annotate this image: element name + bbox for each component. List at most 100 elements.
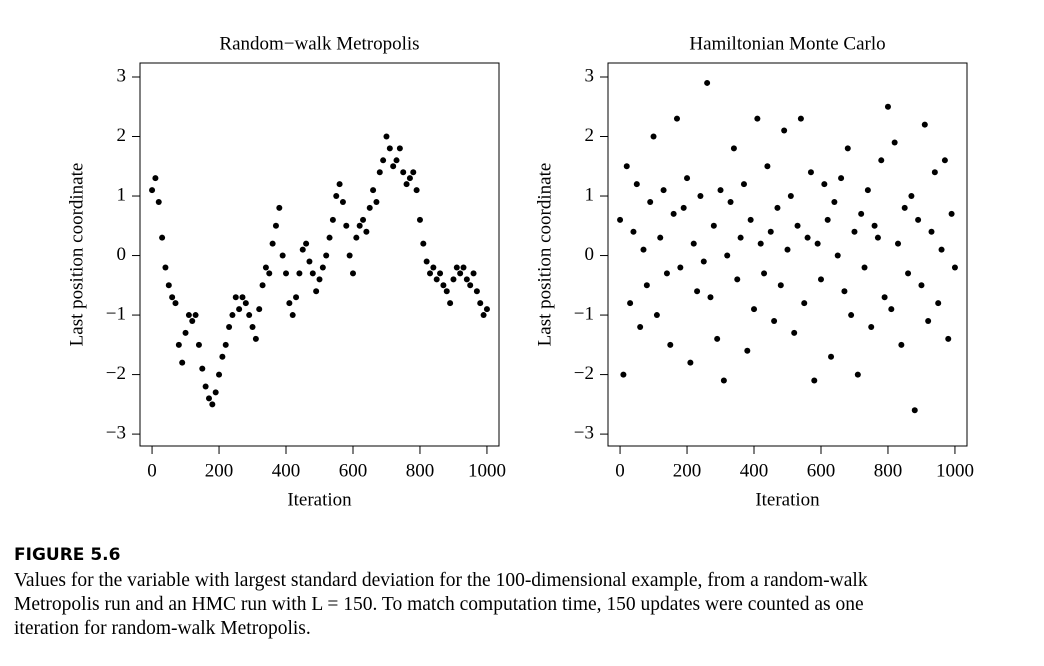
point <box>467 282 474 289</box>
x-tick-label: 1000 <box>468 460 506 481</box>
point <box>420 240 427 247</box>
point <box>643 282 650 289</box>
y-axis-label: Last position coordinate <box>534 163 555 347</box>
point <box>627 300 634 307</box>
point <box>858 210 865 217</box>
point <box>734 276 741 283</box>
point <box>326 234 333 241</box>
point <box>905 270 912 277</box>
caption-line: Values for the variable with largest sta… <box>14 570 868 591</box>
point <box>844 145 851 152</box>
point <box>239 294 246 301</box>
caption-line: iteration for random-walk Metropolis. <box>14 618 311 639</box>
figure: Random−walk Metropolis Iteration Last posi… <box>66 33 974 510</box>
point <box>918 282 925 289</box>
point <box>915 216 922 223</box>
point <box>777 282 784 289</box>
point <box>774 204 781 211</box>
plot-frame <box>607 62 968 447</box>
point <box>841 288 848 295</box>
y-tick-label: 3 <box>585 65 595 86</box>
x-tick-label: 800 <box>874 460 903 481</box>
y-tick-label: −3 <box>574 422 594 443</box>
point <box>801 300 808 307</box>
point <box>209 401 216 408</box>
point <box>697 193 704 200</box>
y-tick-label: 3 <box>117 65 127 86</box>
point <box>888 306 895 313</box>
y-tick-label: 0 <box>117 244 127 265</box>
point <box>794 222 801 229</box>
point <box>781 127 788 134</box>
point <box>747 216 754 223</box>
point <box>229 312 236 319</box>
point <box>751 306 758 313</box>
point <box>831 198 838 205</box>
x-tick-label: 400 <box>272 460 301 481</box>
point <box>400 169 407 176</box>
point <box>925 318 932 325</box>
point <box>356 222 363 229</box>
point <box>935 300 942 307</box>
point <box>323 252 330 259</box>
y-tick-label: 2 <box>585 125 595 146</box>
point <box>306 258 313 265</box>
point <box>393 157 400 164</box>
point <box>192 312 199 319</box>
point <box>152 175 159 182</box>
point <box>437 270 444 277</box>
point <box>286 300 293 307</box>
point <box>911 407 918 414</box>
point <box>202 383 209 390</box>
point <box>670 210 677 217</box>
point <box>266 270 273 277</box>
y-tick-label: 1 <box>117 184 127 205</box>
point <box>289 312 296 319</box>
point <box>617 216 624 223</box>
point <box>339 198 346 205</box>
point <box>761 270 768 277</box>
point <box>483 306 490 313</box>
point <box>898 341 905 348</box>
point <box>189 318 196 325</box>
x-tick-label: 800 <box>406 460 435 481</box>
point <box>165 282 172 289</box>
y-axis-label: Last position coordinate <box>66 163 87 347</box>
point <box>480 312 487 319</box>
point <box>316 276 323 283</box>
point <box>630 228 637 235</box>
point <box>637 323 644 330</box>
point <box>406 175 413 182</box>
point <box>453 264 460 271</box>
point <box>460 264 467 271</box>
point <box>623 163 630 170</box>
point <box>653 312 660 319</box>
point <box>650 133 657 140</box>
point <box>687 359 694 366</box>
point <box>249 323 256 330</box>
point <box>450 276 457 283</box>
x-tick-label: 600 <box>339 460 368 481</box>
point <box>864 187 871 194</box>
point <box>764 163 771 170</box>
point <box>727 198 734 205</box>
point <box>667 341 674 348</box>
point <box>700 258 707 265</box>
x-tick-label: 200 <box>673 460 702 481</box>
point <box>663 270 670 277</box>
point <box>169 294 176 301</box>
point <box>185 312 192 319</box>
caption-label: FIGURE 5.6 <box>14 545 121 565</box>
point <box>838 175 845 182</box>
point <box>948 210 955 217</box>
point <box>744 347 751 354</box>
point <box>737 234 744 241</box>
caption: FIGURE 5.6 Values for the variable with … <box>14 545 1034 641</box>
point <box>162 264 169 271</box>
point <box>319 264 326 271</box>
point <box>329 216 336 223</box>
x-axis-label: Iteration <box>755 489 820 510</box>
point <box>427 270 434 277</box>
point <box>423 258 430 265</box>
